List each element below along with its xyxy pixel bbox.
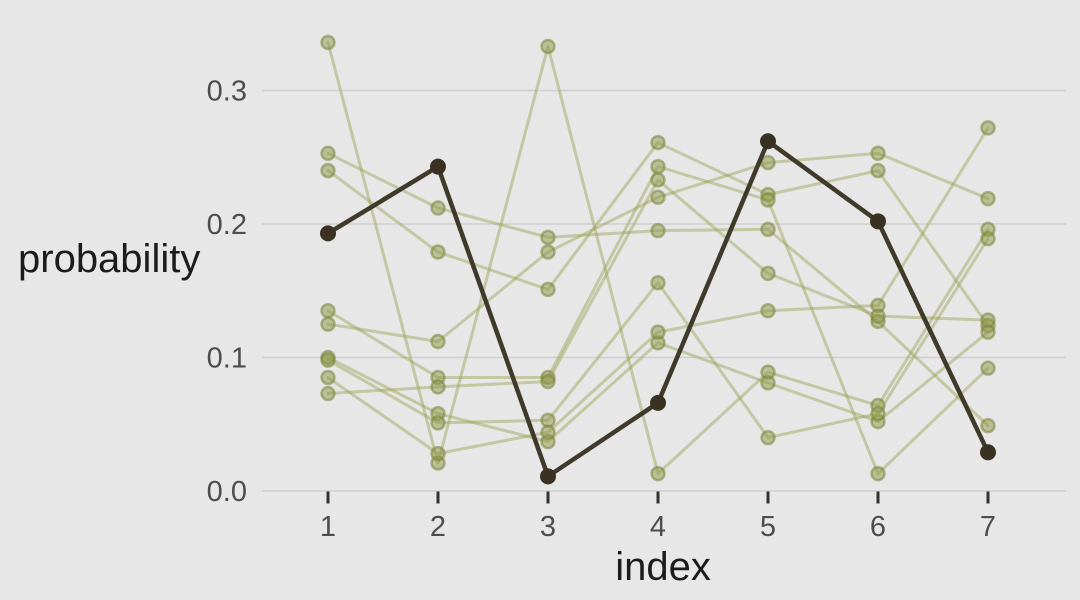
data-point: [540, 244, 556, 260]
data-point: [980, 417, 996, 434]
data-point: [650, 222, 666, 239]
data-point: [540, 373, 556, 390]
data-point: [540, 424, 556, 441]
background-series: [320, 34, 996, 482]
y-tick-label: 0.2: [207, 209, 247, 241]
y-tick-label: 0.1: [207, 343, 247, 375]
data-point: [870, 405, 886, 422]
data-point: [870, 162, 886, 179]
x-tick-label: 1: [320, 511, 336, 543]
highlight-point: [980, 444, 996, 461]
y-tick-label: 0.3: [207, 76, 247, 108]
gridlines: [262, 89, 1066, 492]
highlight-point: [650, 394, 666, 411]
data-point: [980, 120, 996, 136]
data-point: [320, 352, 336, 368]
data-point: [430, 379, 446, 395]
data-point: [430, 333, 446, 350]
x-tick-label: 6: [870, 511, 886, 543]
highlight-point: [320, 225, 336, 242]
data-point: [430, 415, 446, 431]
data-point: [320, 162, 336, 179]
data-point: [540, 38, 556, 55]
data-point: [870, 465, 886, 482]
x-tick-label: 2: [430, 511, 446, 543]
data-point: [980, 230, 996, 247]
data-point: [870, 145, 886, 161]
data-point: [870, 308, 886, 324]
x-tick-label: 7: [980, 511, 996, 543]
data-point: [650, 189, 666, 206]
data-point: [980, 360, 996, 376]
data-point: [650, 324, 666, 340]
highlight-point: [760, 133, 776, 150]
data-point: [760, 429, 776, 446]
data-point: [430, 200, 446, 216]
data-point: [760, 192, 776, 208]
data-point: [980, 190, 996, 207]
highlight-point: [540, 468, 556, 485]
x-axis-tick-labels: 1 2 3 4 5 6 7: [320, 511, 996, 543]
data-point: [760, 265, 776, 282]
x-tick-label: 4: [650, 511, 666, 543]
data-point: [650, 134, 666, 151]
data-point: [760, 221, 776, 238]
data-point: [320, 385, 336, 402]
x-tick-label: 3: [540, 511, 556, 543]
highlight-point: [870, 213, 886, 230]
data-point: [430, 445, 446, 462]
data-point: [760, 154, 776, 171]
y-axis-title: probability: [18, 237, 200, 281]
data-point: [650, 465, 666, 482]
data-point: [320, 34, 336, 51]
data-point: [320, 303, 336, 319]
data-point: [980, 312, 996, 328]
x-axis-ticks: [326, 491, 990, 504]
data-point: [760, 303, 776, 319]
highlight-series: [320, 133, 996, 485]
y-tick-label: 0.0: [207, 476, 247, 508]
data-point: [430, 244, 446, 260]
data-point: [650, 172, 666, 188]
highlight-point: [430, 158, 446, 175]
data-point: [650, 158, 666, 175]
x-tick-label: 5: [760, 511, 776, 543]
data-point: [320, 369, 336, 386]
data-point: [540, 281, 556, 298]
y-axis-tick-labels: 0.0 0.1 0.2 0.3: [207, 76, 247, 509]
data-point: [650, 274, 666, 291]
data-point: [320, 316, 336, 332]
data-point: [320, 145, 336, 161]
series-line: [326, 165, 990, 476]
x-axis-title: index: [615, 545, 711, 589]
data-point: [760, 375, 776, 391]
data-point: [540, 229, 556, 246]
